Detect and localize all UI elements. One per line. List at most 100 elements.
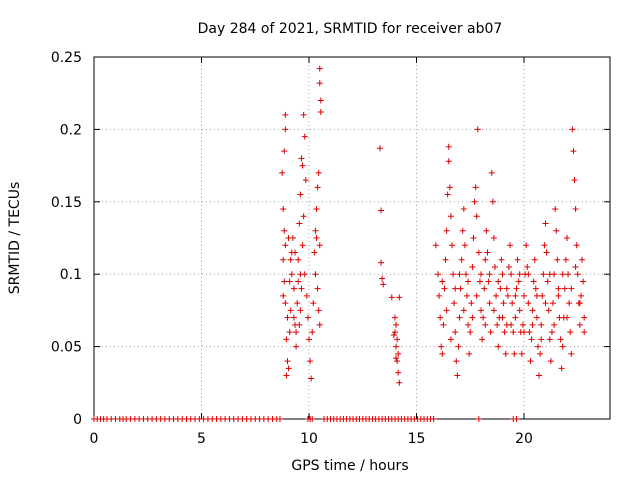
data-point bbox=[296, 321, 303, 328]
data-point bbox=[559, 271, 566, 278]
data-point bbox=[564, 235, 570, 241]
data-point bbox=[445, 158, 452, 165]
data-point bbox=[500, 300, 507, 307]
data-point bbox=[495, 343, 502, 350]
data-point bbox=[303, 292, 310, 299]
data-point bbox=[581, 314, 588, 321]
data-point bbox=[287, 256, 294, 263]
x-tick-label: 5 bbox=[197, 431, 206, 447]
data-point bbox=[439, 350, 446, 357]
data-point bbox=[490, 235, 497, 241]
data-point bbox=[576, 321, 583, 328]
data-point bbox=[493, 292, 500, 299]
data-point bbox=[393, 355, 400, 362]
data-point bbox=[280, 206, 287, 213]
data-point bbox=[533, 314, 540, 321]
data-point bbox=[456, 271, 463, 278]
data-point bbox=[550, 300, 557, 307]
data-point bbox=[557, 336, 564, 343]
data-point bbox=[390, 332, 397, 339]
data-point bbox=[538, 336, 545, 343]
data-point bbox=[566, 300, 573, 307]
x-tick-label: 20 bbox=[515, 431, 533, 447]
data-point bbox=[529, 321, 536, 328]
data-point bbox=[532, 285, 539, 292]
data-point bbox=[482, 321, 489, 328]
data-point bbox=[393, 321, 400, 328]
data-point bbox=[558, 365, 565, 372]
data-point bbox=[443, 307, 450, 314]
data-point bbox=[447, 336, 454, 343]
data-point bbox=[314, 285, 321, 292]
x-tick-label: 15 bbox=[408, 431, 426, 447]
data-point bbox=[310, 300, 317, 307]
data-point bbox=[491, 263, 498, 270]
plot-frame bbox=[93, 56, 611, 420]
data-point bbox=[568, 350, 575, 357]
data-point bbox=[503, 285, 510, 292]
data-point bbox=[315, 307, 322, 314]
data-point bbox=[581, 329, 588, 336]
data-point bbox=[518, 350, 525, 357]
data-point bbox=[309, 329, 316, 336]
data-point bbox=[455, 343, 462, 350]
data-point bbox=[531, 256, 538, 263]
data-point bbox=[461, 242, 468, 249]
data-point bbox=[501, 329, 508, 336]
data-point bbox=[312, 227, 319, 234]
data-point bbox=[502, 350, 509, 357]
data-point bbox=[514, 256, 521, 263]
data-point bbox=[513, 416, 520, 422]
data-point bbox=[299, 242, 306, 249]
data-point bbox=[567, 329, 574, 336]
data-point bbox=[526, 329, 533, 336]
data-point bbox=[475, 416, 482, 422]
data-point bbox=[280, 292, 287, 299]
data-point bbox=[451, 300, 458, 307]
data-point bbox=[456, 314, 463, 321]
data-point bbox=[473, 213, 480, 220]
data-point bbox=[515, 278, 522, 285]
data-point bbox=[297, 191, 304, 198]
data-point bbox=[293, 329, 300, 336]
data-point bbox=[528, 336, 535, 343]
data-point bbox=[499, 314, 506, 321]
data-point bbox=[539, 292, 546, 299]
data-point bbox=[543, 249, 550, 256]
data-point bbox=[576, 300, 583, 307]
data-point bbox=[297, 307, 304, 314]
y-tick-label: 0 bbox=[73, 412, 82, 428]
data-point bbox=[468, 300, 475, 307]
data-point bbox=[574, 271, 581, 278]
data-point bbox=[298, 285, 305, 292]
data-point bbox=[282, 126, 289, 133]
data-point bbox=[290, 285, 297, 292]
data-point bbox=[313, 235, 320, 241]
data-point bbox=[474, 126, 481, 133]
data-point bbox=[312, 271, 319, 278]
data-point bbox=[494, 321, 501, 328]
data-point bbox=[438, 343, 445, 350]
data-point bbox=[302, 177, 309, 184]
data-point bbox=[445, 143, 452, 150]
data-point bbox=[281, 227, 288, 234]
data-point bbox=[469, 314, 476, 321]
data-point bbox=[564, 314, 570, 321]
data-point bbox=[475, 249, 482, 256]
data-point bbox=[533, 292, 540, 299]
data-point bbox=[313, 206, 320, 213]
data-point bbox=[553, 227, 560, 234]
data-point bbox=[530, 278, 537, 285]
data-point bbox=[380, 281, 387, 288]
data-point bbox=[376, 145, 383, 152]
data-point bbox=[529, 307, 536, 314]
y-tick-label: 0.2 bbox=[60, 122, 82, 138]
data-point bbox=[467, 329, 474, 336]
data-point bbox=[511, 350, 518, 357]
data-point bbox=[476, 278, 483, 285]
data-point bbox=[541, 242, 548, 249]
data-point bbox=[282, 300, 289, 307]
data-point bbox=[547, 358, 554, 365]
data-point bbox=[571, 177, 578, 184]
x-axis-label: GPS time / hours bbox=[291, 458, 408, 474]
